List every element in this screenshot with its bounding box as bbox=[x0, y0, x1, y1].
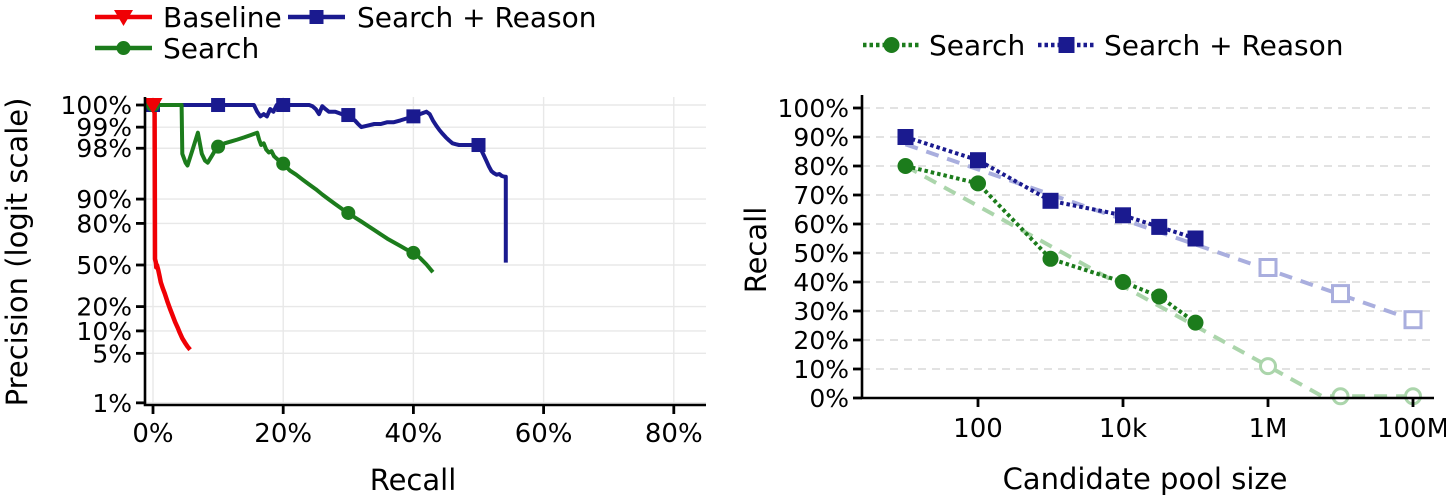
series-marker-circle bbox=[406, 245, 421, 260]
right-y-tick-label: 90% bbox=[793, 123, 849, 152]
legend-marker-square bbox=[309, 10, 324, 24]
series-marker-square bbox=[897, 129, 914, 145]
series-marker-circle bbox=[970, 175, 986, 192]
left-y-tick-label: 1% bbox=[92, 389, 132, 418]
series-marker-circle bbox=[897, 158, 914, 174]
left-x-axis-title: Recall bbox=[370, 463, 457, 497]
right-grid bbox=[862, 107, 1434, 370]
series-line-baseline bbox=[152, 102, 192, 352]
legend-marker-square bbox=[1058, 37, 1075, 53]
right-y-tick-label: 20% bbox=[793, 326, 849, 355]
left-y-tick-label: 5% bbox=[92, 339, 132, 368]
left-x-tick-label: 0% bbox=[132, 419, 173, 449]
right-y-tick-label: 50% bbox=[793, 239, 849, 268]
left-y-tick-label: 98% bbox=[76, 134, 132, 163]
legend-marker-triangle-down bbox=[114, 10, 133, 26]
left-x-tick-label: 60% bbox=[515, 419, 573, 449]
left-y-tick-label: 20% bbox=[76, 293, 132, 322]
left-chart-precision-vs-recall: 1%5%10%20%50%80%90%98%99%100%0% 20% 40% 60%… bbox=[0, 1, 706, 497]
series-marker-circle bbox=[1151, 288, 1168, 305]
series-marker-circle-open bbox=[1259, 357, 1277, 376]
series-marker-circle bbox=[341, 205, 356, 220]
right-x-tick-label: 10k bbox=[1099, 414, 1147, 444]
right-series bbox=[897, 129, 1423, 406]
series-line-search bbox=[153, 103, 435, 274]
series-marker-triangle-down bbox=[143, 98, 163, 115]
series-line-search-trend bbox=[904, 164, 1413, 399]
right-y-tick-label: 0% bbox=[809, 384, 849, 413]
left-x-tick-label: 20% bbox=[254, 419, 312, 449]
series-marker-square bbox=[1115, 207, 1131, 224]
left-legend: Baseline Search + Reason Search bbox=[95, 1, 597, 65]
right-chart-recall-vs-pool-size: 0%10%20%30%40%50%60%70%80%90%100% 100 10k 1… bbox=[739, 29, 1446, 496]
right-y-axis-title: Recall bbox=[739, 207, 773, 294]
left-y-tick-label: 80% bbox=[76, 209, 132, 238]
left-y-axis-title: Precision (logit scale) bbox=[0, 98, 34, 407]
left-x-tick-label: 40% bbox=[385, 419, 443, 449]
right-x-axis-title: Candidate pool size bbox=[1003, 462, 1288, 496]
series-marker-square bbox=[471, 138, 486, 153]
series-marker-square bbox=[1187, 230, 1204, 247]
legend-marker-circle bbox=[116, 41, 131, 55]
series-marker-circle bbox=[1042, 250, 1059, 267]
series-marker-square-open bbox=[1258, 258, 1278, 277]
right-y-tick-label: 30% bbox=[793, 297, 849, 326]
series-marker-square bbox=[211, 98, 226, 113]
series-marker-circle bbox=[276, 156, 291, 171]
left-y-tick-label: 100% bbox=[61, 91, 132, 120]
legend-label: Search bbox=[163, 32, 259, 65]
legend-label: Search bbox=[929, 29, 1025, 62]
left-x-tick-label: 80% bbox=[645, 419, 703, 449]
series-marker-square bbox=[276, 98, 291, 113]
series-marker-square bbox=[970, 152, 986, 169]
right-y-tick-label: 100% bbox=[778, 94, 849, 123]
series-marker-circle-open bbox=[1331, 387, 1350, 406]
legend-marker-circle bbox=[883, 37, 900, 53]
right-y-tick-label: 70% bbox=[793, 181, 849, 210]
series-marker-circle bbox=[1115, 274, 1131, 290]
series-marker-square-open bbox=[1331, 284, 1350, 304]
series-line-search-reason bbox=[904, 135, 1197, 241]
legend-label: Search + Reason bbox=[357, 1, 597, 34]
series-marker-circle bbox=[211, 139, 226, 154]
right-axes bbox=[853, 95, 1434, 407]
right-legend: Search Search + Reason bbox=[863, 29, 1344, 62]
left-y-tick-label: 50% bbox=[76, 251, 132, 280]
legend-label: Search + Reason bbox=[1104, 29, 1344, 62]
series-marker-square bbox=[1151, 218, 1168, 235]
series-marker-square bbox=[406, 109, 421, 124]
left-y-tick-label: 10% bbox=[76, 317, 132, 346]
right-x-tick-label: 100M bbox=[1377, 414, 1446, 444]
series-marker-square bbox=[341, 108, 356, 123]
series-marker-square-open bbox=[1403, 310, 1423, 330]
series-marker-square bbox=[1042, 192, 1059, 209]
right-y-tick-label: 80% bbox=[793, 152, 849, 181]
right-y-tick-label: 10% bbox=[793, 355, 849, 384]
right-x-tick-label: 100 bbox=[953, 414, 1003, 444]
right-y-tick-label: 60% bbox=[793, 210, 849, 239]
left-series bbox=[143, 98, 508, 352]
left-y-tick-label: 99% bbox=[76, 113, 132, 142]
left-axes bbox=[136, 97, 706, 414]
right-axis-lines bbox=[860, 95, 1434, 400]
legend-label: Baseline bbox=[163, 1, 282, 34]
right-y-tick-label: 40% bbox=[793, 268, 849, 297]
series-marker-circle bbox=[1187, 314, 1204, 331]
right-x-tick-label: 1M bbox=[1249, 414, 1288, 444]
series-line-search-reason bbox=[153, 103, 508, 263]
left-y-tick-label: 90% bbox=[76, 185, 132, 214]
